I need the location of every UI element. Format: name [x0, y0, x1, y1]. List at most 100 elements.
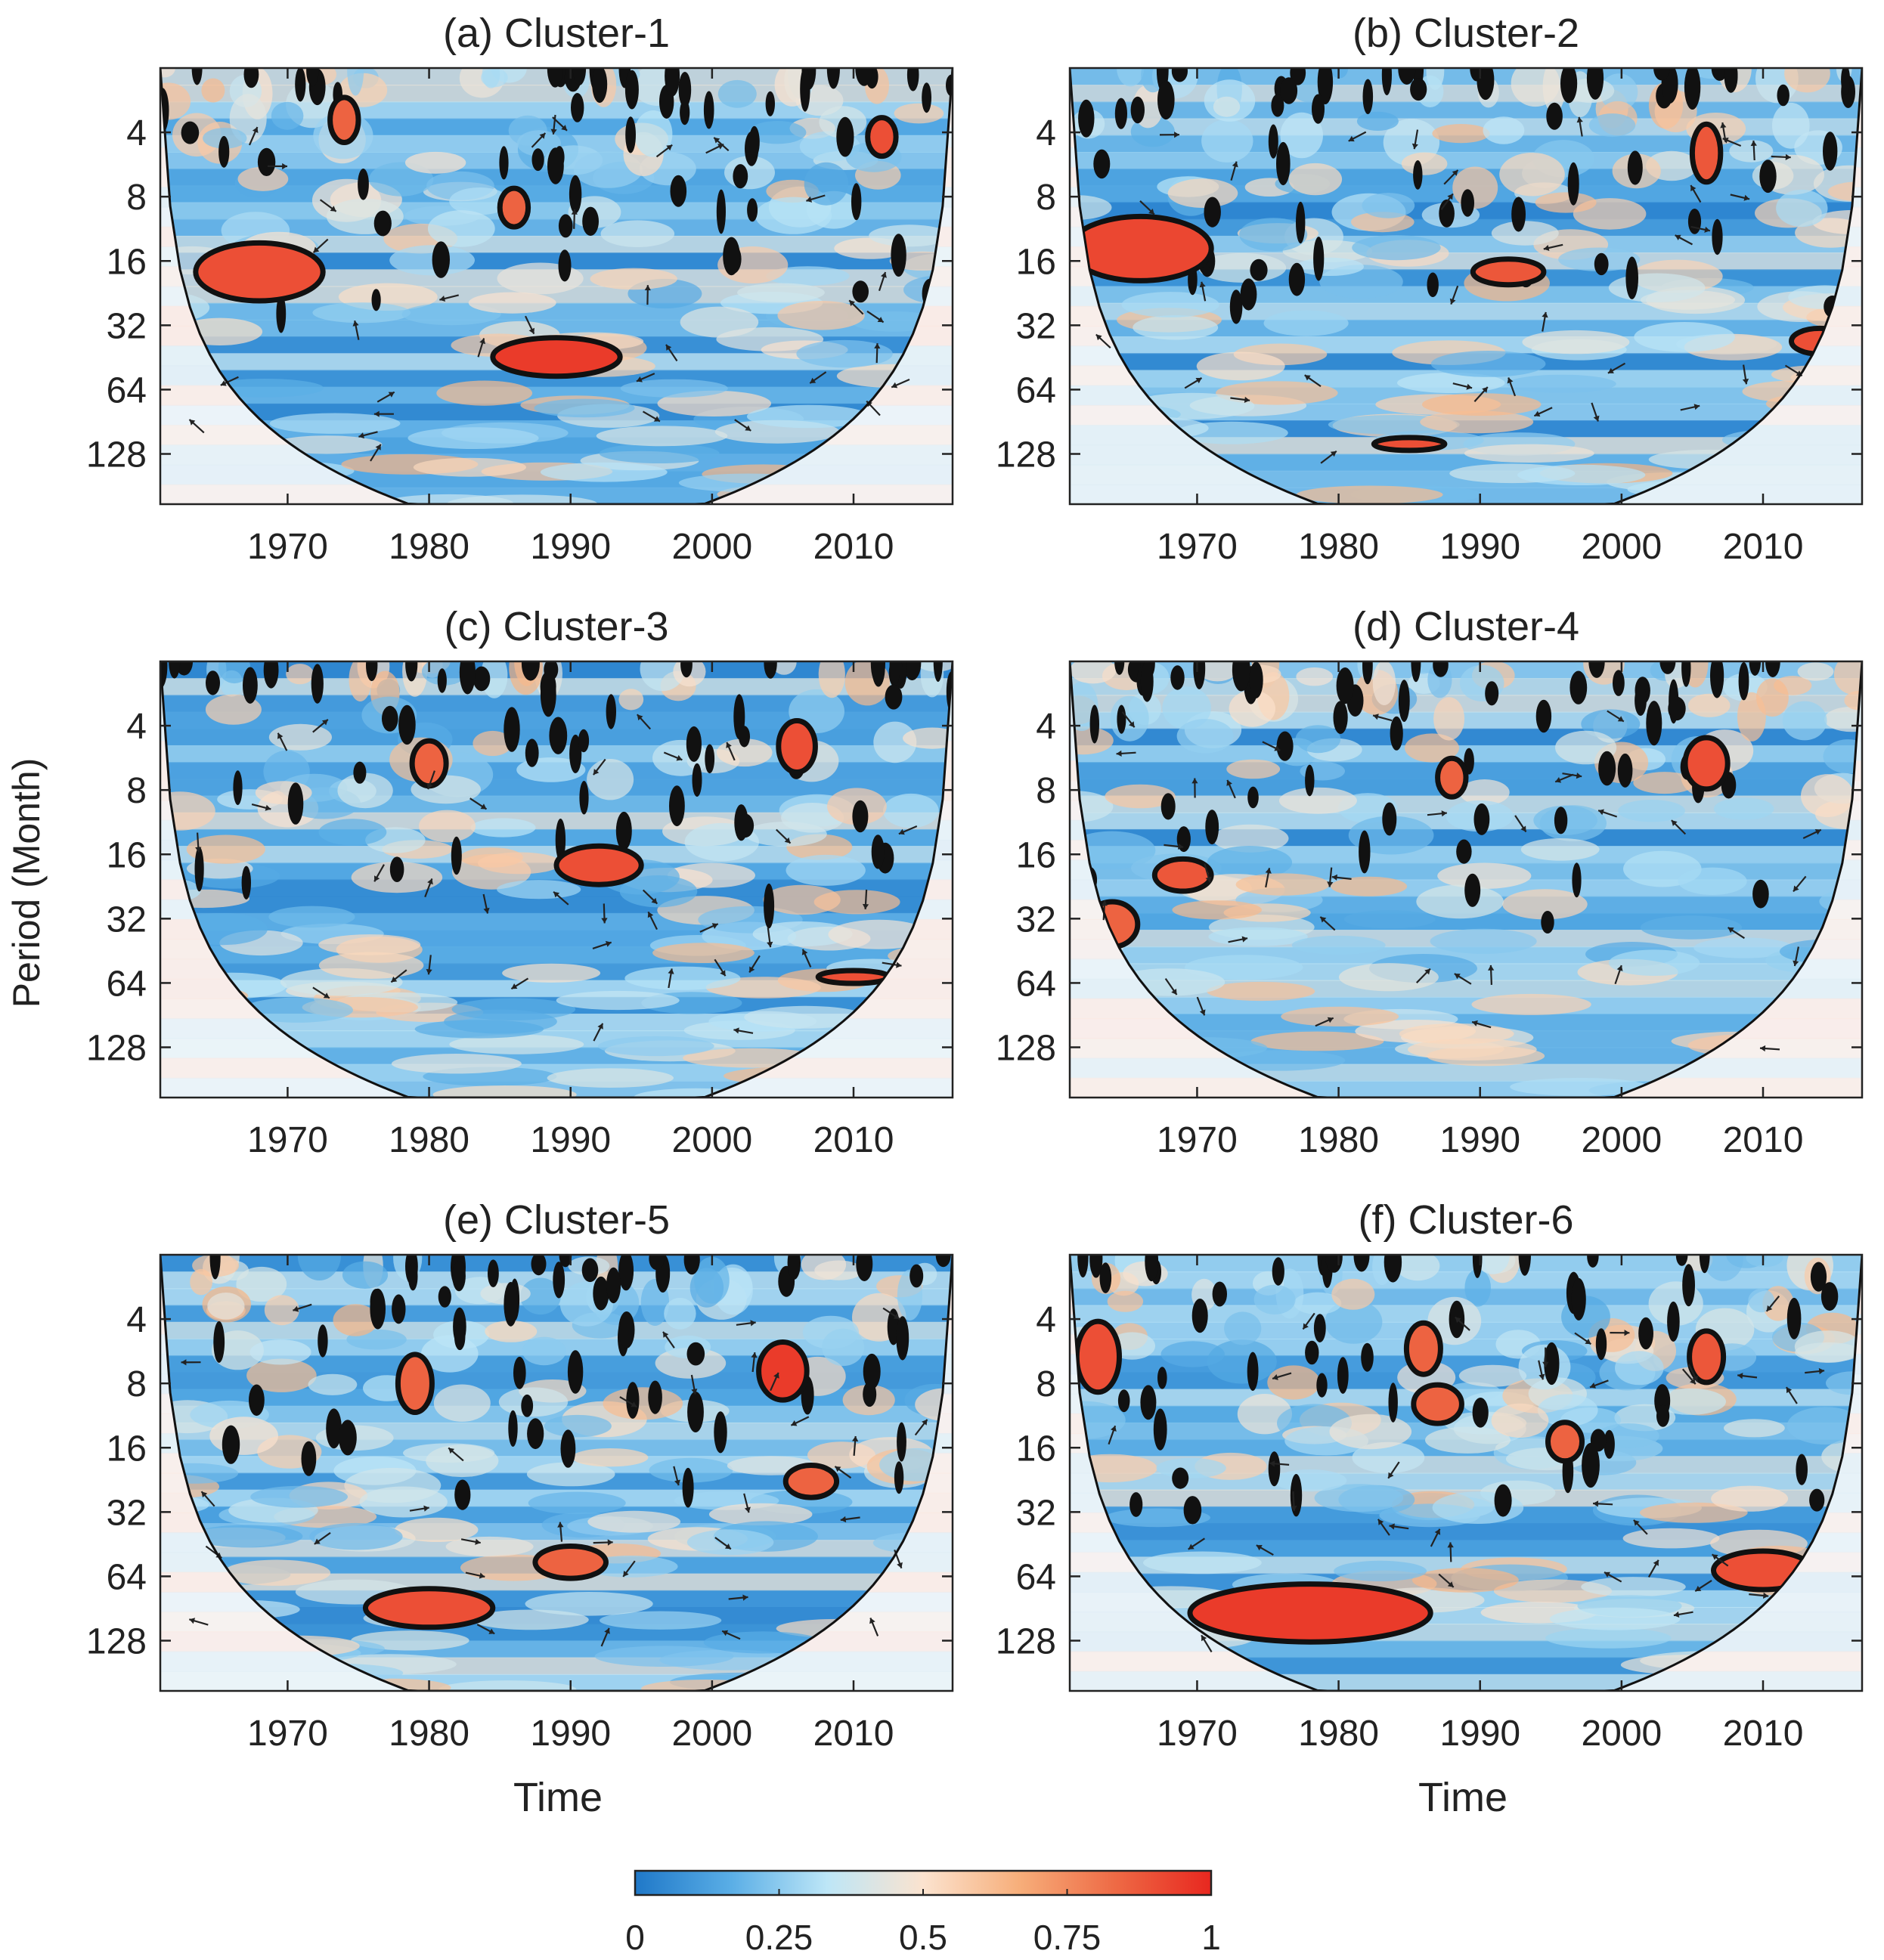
significant-region	[776, 718, 818, 775]
y-tick-label: 4	[1036, 113, 1056, 153]
y-tick-label: 128	[86, 1622, 147, 1662]
x-tick-label: 2010	[1723, 1714, 1804, 1754]
significant-region	[1545, 1420, 1585, 1464]
y-tick-label: 128	[996, 435, 1056, 475]
x-tick-label: 1980	[389, 1120, 469, 1160]
phase-arrows	[1095, 116, 1803, 464]
significant-region	[490, 335, 623, 379]
significant-region	[782, 1463, 840, 1500]
y-tick-label: 8	[1036, 1364, 1056, 1404]
x-tick-label: 1990	[1439, 1714, 1520, 1754]
coherence-field	[1070, 1255, 1862, 1691]
significant-region	[1411, 1382, 1464, 1426]
colorbar-tick-label: 0.75	[1033, 1918, 1102, 1957]
y-tick-label: 128	[996, 1029, 1056, 1069]
plot-frame	[1068, 67, 1864, 506]
x-tick-label: 1990	[1439, 1120, 1520, 1160]
plot-frame	[159, 660, 954, 1099]
y-tick-label: 16	[1016, 835, 1056, 875]
x-axis-label-right: Time	[1418, 1775, 1508, 1820]
y-tick-label: 128	[86, 1029, 147, 1069]
cone-of-influence	[1070, 1255, 1862, 1691]
significant-region	[1470, 256, 1547, 288]
x-tick-label: 1970	[1157, 1120, 1238, 1160]
y-tick-label: 4	[126, 113, 147, 153]
significant-region	[327, 94, 361, 145]
colorbar-tick-label: 0	[625, 1918, 645, 1957]
significant-region	[362, 1586, 496, 1630]
plot-frame	[159, 1253, 954, 1692]
y-tick-label: 128	[86, 435, 147, 475]
significant-region	[1682, 735, 1731, 792]
cone-of-influence	[160, 68, 953, 504]
panel-title: (b) Cluster-2	[1353, 11, 1579, 56]
cone-of-influence	[160, 661, 953, 1098]
coherence-field	[160, 1255, 953, 1691]
y-axis-label: Period (Month)	[5, 758, 48, 1008]
plot-frame	[1068, 660, 1864, 1099]
phase-arrows	[1108, 1296, 1825, 1653]
y-tick-label: 8	[1036, 178, 1056, 218]
y-tick-label: 32	[107, 899, 147, 940]
colorbar-tick-label: 0.5	[899, 1918, 947, 1957]
significant-region	[395, 1352, 435, 1415]
colorbar-tick-label: 1	[1201, 1918, 1221, 1957]
significant-region	[1435, 755, 1469, 800]
plot-frame	[1068, 1253, 1864, 1692]
significant-region	[815, 968, 892, 986]
x-tick-label: 2010	[813, 1714, 894, 1754]
y-tick-label: 128	[996, 1622, 1056, 1662]
significant-region	[1687, 1328, 1727, 1386]
significant-region	[409, 738, 449, 789]
significant-region	[1187, 1581, 1433, 1645]
panel-6: (f) Cluster-6 1970 1980 1990 2000 2010 4 8 16 32 6…	[996, 1197, 1864, 1754]
x-tick-label: 1980	[1298, 527, 1379, 567]
phase-arrows	[181, 1303, 928, 1647]
significant-region	[1074, 1318, 1123, 1395]
x-tick-label: 2000	[671, 527, 752, 567]
y-tick-label: 8	[1036, 771, 1056, 811]
y-tick-label: 64	[107, 370, 147, 410]
x-tick-label: 2010	[813, 527, 894, 567]
y-tick-label: 64	[1016, 964, 1056, 1004]
y-tick-label: 32	[1016, 899, 1056, 940]
panel-4: (d) Cluster-4 1970 1980 1990 2000 2010 4 8 16 32 6…	[996, 604, 1864, 1160]
cone-of-influence	[160, 1255, 953, 1691]
significant-region	[756, 1339, 810, 1403]
colorbar-tick-label: 0.25	[745, 1918, 813, 1957]
x-tick-label: 1980	[389, 1714, 469, 1754]
y-tick-label: 16	[1016, 1429, 1056, 1469]
x-tick-label: 1990	[530, 527, 611, 567]
y-tick-label: 16	[107, 835, 147, 875]
y-tick-label: 64	[1016, 370, 1056, 410]
phase-arrows	[195, 714, 918, 1042]
y-tick-label: 4	[126, 707, 147, 747]
panel-2: (b) Cluster-2 1970 1980 1990 2000 2010 4 8 16 32 6…	[996, 11, 1864, 567]
x-axis-label-left: Time	[513, 1775, 603, 1820]
cone-of-influence	[1070, 68, 1862, 504]
x-tick-label: 1970	[247, 527, 328, 567]
significant-region	[1371, 435, 1448, 454]
significant-region	[1070, 213, 1214, 283]
cone-of-influence	[1070, 661, 1862, 1098]
y-tick-label: 64	[107, 1557, 147, 1597]
coherence-field	[1070, 68, 1862, 504]
x-tick-label: 2010	[1723, 1120, 1804, 1160]
y-tick-label: 8	[126, 1364, 147, 1404]
y-tick-label: 16	[107, 1429, 147, 1469]
panel-title: (d) Cluster-4	[1353, 604, 1579, 649]
coherence-field	[160, 661, 953, 1098]
phase-arrows	[1101, 710, 1822, 1052]
panel-title: (f) Cluster-6	[1358, 1197, 1573, 1243]
y-tick-label: 32	[1016, 1493, 1056, 1533]
x-tick-label: 2000	[671, 1714, 752, 1754]
x-tick-label: 1990	[530, 1714, 611, 1754]
x-tick-label: 2000	[1581, 1120, 1662, 1160]
x-tick-label: 1980	[1298, 1120, 1379, 1160]
panel-title: (c) Cluster-3	[444, 604, 668, 649]
x-tick-label: 1970	[1157, 527, 1238, 567]
y-tick-label: 8	[126, 771, 147, 811]
panel-5: (e) Cluster-5 1970 1980 1990 2000 2010 4 8 16 32 6…	[86, 1197, 954, 1754]
x-tick-label: 2000	[1581, 527, 1662, 567]
